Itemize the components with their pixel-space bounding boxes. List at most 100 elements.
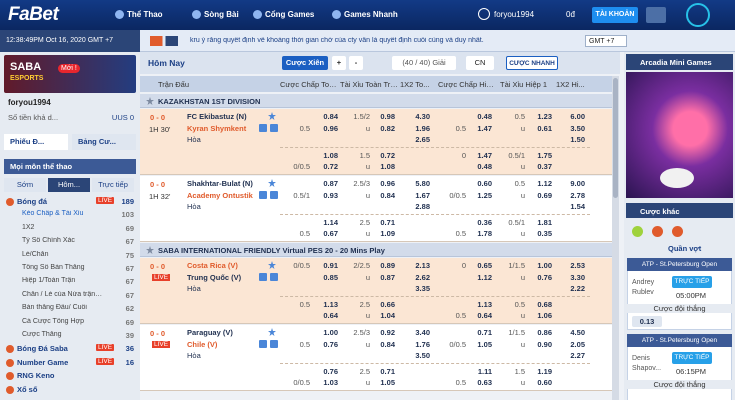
odds[interactable]: 0.98: [380, 112, 395, 121]
odds[interactable]: 3.50: [415, 351, 430, 360]
odds[interactable]: 0.65: [477, 261, 492, 270]
odds[interactable]: 1.78: [477, 229, 492, 238]
odds[interactable]: 1.47: [477, 150, 492, 160]
odds[interactable]: 1.08: [380, 162, 395, 171]
favorite-star[interactable]: [268, 179, 276, 187]
stats-icon[interactable]: [259, 273, 267, 281]
odds[interactable]: 1.09: [380, 229, 395, 238]
quick-bet[interactable]: CƯỢC NHANH: [506, 56, 558, 70]
sidebar-tab[interactable]: Phiếu Đ...: [4, 134, 68, 150]
odds[interactable]: 1.81: [537, 217, 552, 227]
odds[interactable]: 2.53: [570, 261, 585, 270]
odds[interactable]: 2.27: [570, 351, 585, 360]
sport-name[interactable]: Lẻ/Chẵn: [22, 250, 49, 258]
odds[interactable]: 0.71: [380, 217, 395, 227]
account-button[interactable]: TÀI KHOẢN: [592, 7, 638, 23]
odds[interactable]: 1.54: [570, 202, 585, 211]
odds[interactable]: 0.61: [537, 123, 552, 133]
time-tab[interactable]: Sớm: [4, 178, 46, 192]
collapse-button[interactable]: -: [349, 56, 363, 70]
odds[interactable]: 1.13: [477, 299, 492, 309]
odds[interactable]: 1.67: [415, 190, 430, 200]
odds[interactable]: 9.00: [570, 179, 585, 188]
odds[interactable]: 2.88: [415, 202, 430, 211]
odds[interactable]: 0.84: [380, 339, 395, 349]
odds[interactable]: 0.90: [537, 339, 552, 349]
menu-item[interactable]: Thể Thao: [127, 10, 163, 19]
odds[interactable]: 1.05: [380, 378, 395, 387]
live-status[interactable]: TRỰC TIẾP: [672, 352, 712, 364]
odds[interactable]: 2.65: [415, 135, 430, 144]
odds[interactable]: 0.76: [323, 339, 338, 349]
odds[interactable]: 1.00: [537, 261, 552, 270]
menu-icon[interactable]: [115, 10, 124, 19]
chart-icon[interactable]: [270, 191, 278, 199]
favorite-star[interactable]: [268, 261, 276, 269]
odds[interactable]: 1.50: [570, 135, 585, 144]
odds[interactable]: 0.36: [477, 217, 492, 227]
odds[interactable]: 3.30: [570, 272, 585, 282]
sport-name[interactable]: Bóng Đá Saba: [17, 344, 68, 354]
odds[interactable]: 1.12: [477, 272, 492, 282]
odds[interactable]: 1.47: [477, 123, 492, 133]
league-filter[interactable]: (40 / 40) Giải: [392, 56, 456, 70]
time-tab[interactable]: Trực tiếp: [92, 178, 134, 192]
odds[interactable]: 0.76: [537, 272, 552, 282]
odds[interactable]: 0.85: [323, 272, 338, 282]
odds[interactable]: 0.87: [323, 179, 338, 188]
odds[interactable]: 3.50: [570, 123, 585, 133]
menu-item[interactable]: Games Nhanh: [344, 10, 398, 19]
odds[interactable]: 0.48: [477, 112, 492, 121]
sport-name[interactable]: RNG Keno: [17, 371, 55, 381]
sidebar-tab[interactable]: Bảng Cư...: [72, 134, 136, 150]
sort-select[interactable]: CN: [466, 56, 494, 70]
sport-name[interactable]: Kèo Chấp & Tài Xỉu: [22, 210, 84, 218]
menu-icon[interactable]: [253, 10, 262, 19]
sport-tab-icon[interactable]: [652, 226, 663, 237]
sport-name[interactable]: Cược Thắng: [22, 331, 62, 338]
user-name[interactable]: foryou1994: [494, 10, 535, 19]
odds[interactable]: 0.60: [537, 378, 552, 387]
league-star[interactable]: [146, 97, 154, 105]
odds[interactable]: 4.50: [570, 328, 585, 337]
odds[interactable]: 1.03: [323, 378, 338, 387]
sport-tab-icon[interactable]: [672, 226, 683, 237]
odds[interactable]: 0.93: [323, 190, 338, 200]
sport-tab-icon[interactable]: [632, 226, 643, 237]
odds[interactable]: 1.04: [380, 311, 395, 320]
odds[interactable]: 0.84: [380, 190, 395, 200]
stats-icon[interactable]: [259, 124, 267, 132]
live-status[interactable]: TRỰC TIẾP: [672, 276, 712, 288]
odds[interactable]: 0.96: [380, 179, 395, 188]
menu-icon[interactable]: [192, 10, 201, 19]
chart-icon[interactable]: [270, 273, 278, 281]
league-star[interactable]: [146, 246, 154, 254]
odds[interactable]: 0.60: [477, 179, 492, 188]
odds[interactable]: 0.92: [380, 328, 395, 337]
odds[interactable]: 0.71: [380, 366, 395, 376]
sport-name[interactable]: Bàn thắng Đầu/ Cuối: [22, 304, 87, 312]
support-icon[interactable]: [686, 3, 710, 27]
odds[interactable]: 1.12: [537, 179, 552, 188]
chart-icon[interactable]: [270, 340, 278, 348]
sport-name[interactable]: Chẵn / Lẻ của Nửa trận/To...: [22, 290, 104, 298]
sport-name[interactable]: Tổng Số Bàn Thắng: [22, 264, 85, 271]
odds[interactable]: 1.23: [537, 112, 552, 121]
odds[interactable]: 0.35: [537, 229, 552, 238]
odds[interactable]: 1.00: [323, 328, 338, 337]
logout-button[interactable]: [646, 7, 666, 23]
parlay-button[interactable]: Cược Xiên: [282, 56, 328, 70]
sport-name[interactable]: Tỷ Số Chính Xác: [22, 237, 75, 245]
odds[interactable]: 2.13: [415, 261, 430, 270]
odds[interactable]: 0.67: [323, 229, 338, 238]
odds[interactable]: 1.75: [537, 150, 552, 160]
event-odds[interactable]: 0.13: [632, 316, 662, 327]
odds[interactable]: 2.05: [570, 339, 585, 349]
odds[interactable]: 5.80: [415, 179, 430, 188]
menu-icon[interactable]: [332, 10, 341, 19]
odds[interactable]: 0.37: [537, 162, 552, 171]
stats-icon[interactable]: [259, 340, 267, 348]
odds[interactable]: 1.19: [537, 366, 552, 376]
scroll-thumb[interactable]: [613, 78, 618, 198]
stats-icon[interactable]: [259, 191, 267, 199]
